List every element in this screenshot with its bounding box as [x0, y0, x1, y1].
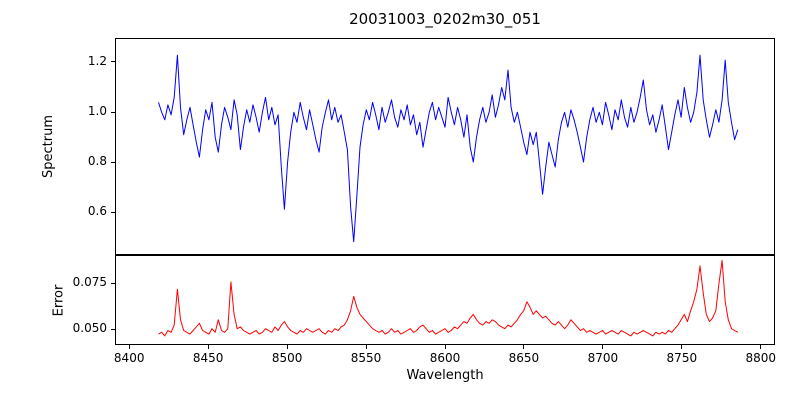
- x-tick-label: 8400: [113, 351, 145, 365]
- x-tick-mark: [207, 345, 209, 349]
- error-plot: [158, 260, 739, 337]
- spectrum-axes: [115, 38, 775, 255]
- y-tick-mark: [111, 211, 115, 213]
- x-tick-label: 8600: [429, 351, 461, 365]
- y-axis-label-spectrum: Spectrum: [40, 115, 56, 178]
- x-tick-mark: [523, 345, 525, 349]
- x-tick-label: 8450: [192, 351, 224, 365]
- x-tick-label: 8650: [508, 351, 540, 365]
- y-axis-label-wrap-spectrum: Spectrum: [34, 38, 62, 255]
- y-tick-mark: [111, 282, 115, 284]
- y-tick-label: 0.6: [87, 204, 107, 219]
- y-tick-label: 0.050: [72, 321, 107, 336]
- x-tick-mark: [760, 345, 762, 349]
- error-axes: [115, 255, 775, 345]
- x-tick-mark: [128, 345, 130, 349]
- x-tick-label: 8700: [587, 351, 619, 365]
- y-tick-label: 1.0: [87, 104, 107, 118]
- x-axis-label: Wavelength: [406, 368, 484, 383]
- spectrum-plot: [158, 54, 739, 243]
- x-tick-label: 8550: [350, 351, 382, 365]
- error-polyline: [158, 260, 739, 337]
- y-axis-label-error: Error: [51, 284, 67, 316]
- y-tick-label: 1.2: [87, 53, 107, 68]
- y-tick-mark: [111, 111, 115, 113]
- y-tick-mark: [111, 161, 115, 163]
- x-tick-mark: [365, 345, 367, 349]
- y-tick-label: 0.8: [87, 154, 107, 169]
- y-tick-label: 0.075: [72, 275, 107, 290]
- x-tick-label: 8500: [271, 351, 303, 365]
- x-tick-mark: [444, 345, 446, 349]
- y-tick-mark: [111, 328, 115, 330]
- x-tick-mark: [602, 345, 604, 349]
- x-tick-label: 8750: [666, 351, 698, 365]
- chart-title: 20031003_0202m30_051: [349, 10, 541, 28]
- x-tick-mark: [681, 345, 683, 349]
- spectrum-polyline: [158, 54, 739, 243]
- x-tick-label: 8800: [745, 351, 777, 365]
- y-tick-mark: [111, 61, 115, 63]
- x-tick-mark: [286, 345, 288, 349]
